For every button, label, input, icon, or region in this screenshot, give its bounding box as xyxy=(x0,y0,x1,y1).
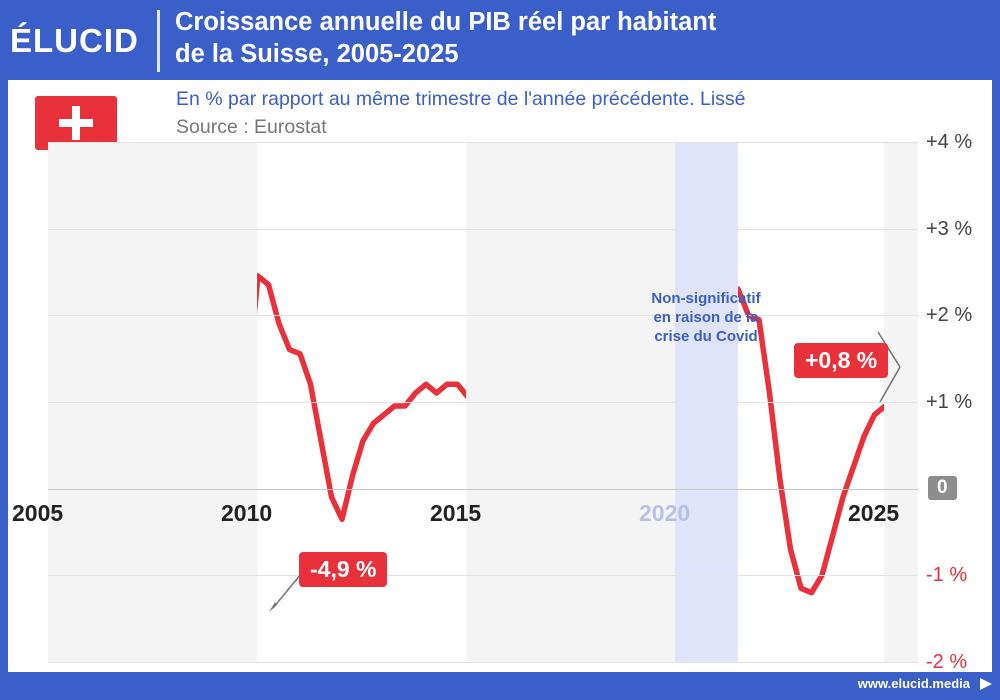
flag-cross-horizontal xyxy=(59,119,93,127)
header: ÉLUCID Croissance annuelle du PIB réel p… xyxy=(0,0,1000,80)
x-tick-2025: 2025 xyxy=(848,500,900,526)
gridline-2 xyxy=(48,315,918,317)
chart-panel: En % par rapport au même trimestre de l'… xyxy=(8,80,992,673)
logo-divider xyxy=(157,10,160,72)
chart-subtitle: En % par rapport au même trimestre de l'… xyxy=(176,88,746,110)
gridline-1 xyxy=(48,402,918,403)
gridline-zero xyxy=(48,488,918,491)
gridline-minus1 xyxy=(48,575,918,577)
chart-source: Source : Eurostat xyxy=(176,116,327,138)
gridline-3 xyxy=(48,228,918,230)
y-tick-minus2: -2 % xyxy=(926,651,968,673)
y-tick-minus1: -1 % xyxy=(926,564,968,587)
y-tick-3: +3 % xyxy=(926,217,973,240)
annotation-tag-last: +0,8 % xyxy=(794,343,889,378)
brand-logo: ÉLUCID xyxy=(10,22,139,59)
y-tick-1: +1 % xyxy=(926,391,973,413)
gridline-minus2 xyxy=(48,662,918,663)
footer xyxy=(0,672,1000,700)
x-tick-2010: 2010 xyxy=(221,500,273,526)
x-tick-2020: 2020 xyxy=(639,500,691,526)
footer-arrow-icon xyxy=(980,678,992,690)
y-tick-zero-badge: 0 xyxy=(928,476,957,500)
x-tick-2005: 2005 xyxy=(12,500,64,526)
annotation-tag-low: -4,9 % xyxy=(299,552,388,587)
y-tick-2: +2 % xyxy=(926,304,973,327)
y-tick-4: +4 % xyxy=(926,131,973,153)
callout-leader-low xyxy=(269,573,302,612)
x-tick-2015: 2015 xyxy=(430,500,482,526)
swiss-flag-icon xyxy=(35,96,117,150)
covid-band-label: Non-significatif en raison de la crise d… xyxy=(651,290,761,345)
plot-area: Non-significatif en raison de la crise d… xyxy=(12,131,972,673)
page-title: Croissance annuelle du PIB réel par habi… xyxy=(175,6,975,70)
footer-site: www.elucid.media xyxy=(857,676,970,691)
callout-leader-last xyxy=(877,331,901,403)
page-title-line1: Croissance annuelle du PIB réel par habi… xyxy=(175,8,717,36)
gridline-4 xyxy=(48,142,918,143)
page-title-line2: de la Suisse, 2005-2025 xyxy=(175,40,459,68)
